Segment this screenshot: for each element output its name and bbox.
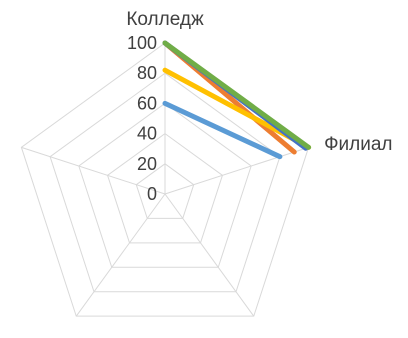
radial-tick-labels: 100 80 60 40 20 0: [127, 33, 157, 204]
tick-label: 100: [127, 33, 157, 53]
radar-series: [162, 40, 312, 160]
grid-ring: [49, 72, 281, 293]
grid-ring: [106, 132, 224, 244]
tick-label: 40: [137, 124, 157, 144]
axis-spoke: [75, 193, 166, 317]
radar-grid: [20, 42, 310, 317]
axis-spoke: [21, 146, 166, 195]
tick-label: 60: [137, 93, 157, 113]
axis-label: Филиал: [324, 134, 392, 155]
series-line-1: [162, 100, 283, 160]
tick-label: 20: [137, 154, 157, 174]
axis-labels: Колледж Филиал: [126, 9, 392, 155]
axis-label: Колледж: [126, 9, 204, 30]
axis-spoke: [164, 193, 255, 317]
axis-spoke: [164, 146, 309, 195]
grid-ring: [78, 102, 252, 268]
tick-label: 80: [137, 63, 157, 83]
tick-label: 0: [147, 184, 157, 204]
series-line-5: [162, 40, 312, 150]
grid-ring: [135, 163, 195, 219]
